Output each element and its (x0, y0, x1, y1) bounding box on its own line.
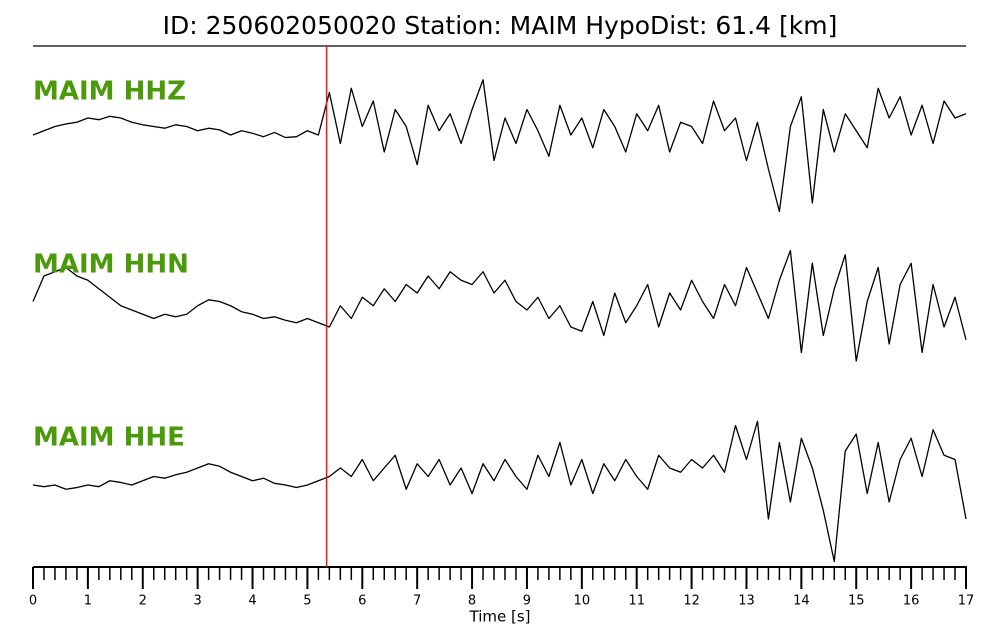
x-tick-label: 15 (848, 594, 865, 609)
x-tick-label: 9 (523, 594, 531, 609)
channel-label: MAIM HHZ (33, 77, 186, 107)
x-tick-label: 1 (84, 594, 92, 609)
x-tick-label: 4 (248, 594, 256, 609)
x-tick-label: 16 (903, 594, 920, 609)
x-tick-label: 10 (574, 594, 591, 609)
x-tick-label: 2 (139, 594, 147, 609)
chart-title: ID: 250602050020 Station: MAIM HypoDist:… (163, 11, 838, 40)
x-tick-label: 13 (738, 594, 755, 609)
x-axis-label: Time [s] (469, 608, 531, 626)
trace (32, 249, 967, 362)
x-tick-label: 5 (303, 594, 311, 609)
x-tick-label: 12 (683, 594, 700, 609)
x-tick-label: 6 (358, 594, 366, 609)
x-tick-label: 0 (29, 594, 37, 609)
trace (32, 79, 967, 213)
x-tick-label: 8 (468, 594, 476, 609)
trace (32, 420, 967, 563)
x-tick-label: 17 (958, 594, 975, 609)
x-tick-label: 14 (793, 594, 810, 609)
x-tick-label: 3 (194, 594, 202, 609)
channel-label: MAIM HHN (33, 250, 189, 280)
x-tick-label: 7 (413, 594, 421, 609)
channel-label: MAIM HHE (33, 423, 185, 453)
x-tick-label: 11 (628, 594, 645, 609)
